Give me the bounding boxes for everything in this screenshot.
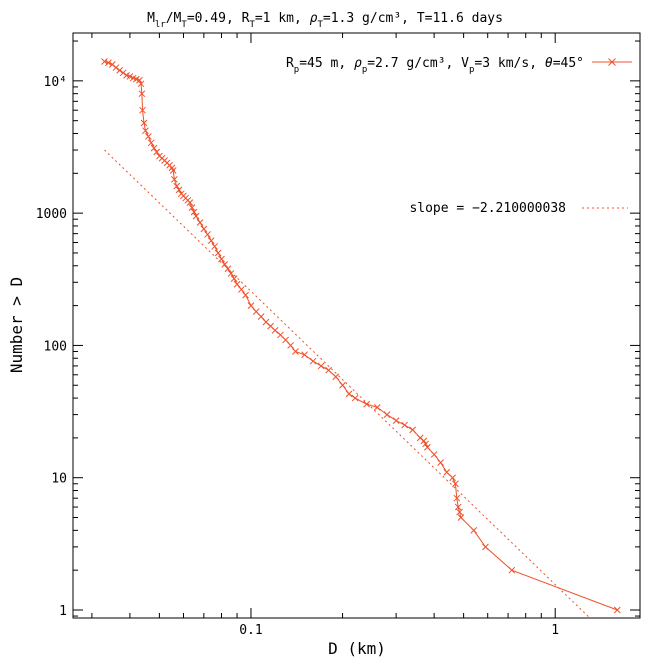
y-tick-label: 10	[51, 472, 67, 487]
data-point	[150, 144, 158, 152]
legend-series-marker	[608, 58, 616, 66]
data-point	[363, 400, 370, 408]
data-point	[325, 366, 332, 374]
data-point	[196, 219, 204, 226]
legend: Rp=45 m, ρp=2.7 g/cm³, Vp=3 km/s, θ=45° …	[286, 56, 632, 216]
data-point	[470, 527, 478, 534]
fit-line	[104, 149, 591, 619]
data-point	[207, 237, 215, 244]
data-point	[137, 80, 145, 88]
data-point	[136, 76, 143, 84]
data-point	[153, 148, 161, 156]
y-tick-label: 100	[44, 339, 67, 354]
y-tick-label: 10⁴	[44, 75, 67, 90]
data-point	[613, 606, 621, 614]
data-point	[142, 127, 149, 135]
plot-marks	[101, 58, 621, 619]
data-point	[171, 176, 178, 183]
data-point	[457, 514, 465, 521]
data-point	[145, 133, 152, 140]
data-point	[105, 59, 112, 67]
x-tick-label: 1	[551, 623, 559, 638]
data-point	[227, 270, 235, 277]
data-point	[175, 186, 183, 194]
data-point	[277, 331, 284, 339]
data-point	[214, 249, 222, 257]
data-point	[271, 326, 279, 334]
data-point	[221, 261, 229, 268]
data-point	[430, 451, 438, 458]
data-point	[230, 275, 238, 282]
data-point	[173, 182, 181, 190]
data-point	[422, 440, 429, 448]
data-point	[383, 411, 391, 418]
data-point	[188, 204, 196, 212]
data-point	[247, 302, 255, 309]
data-point	[292, 348, 299, 355]
data-point	[257, 313, 265, 321]
data-point	[238, 286, 245, 293]
data-point	[233, 280, 241, 288]
data-point	[138, 90, 146, 98]
data-point	[453, 494, 461, 502]
data-point	[452, 480, 459, 488]
legend-fit-label: slope = −2.210000038	[409, 201, 566, 216]
data-point	[282, 336, 289, 344]
y-tick-label: 1	[59, 604, 67, 619]
chart-title: Mlr/MT=0.49, RT=1 km, ρT=1.3 g/cm³, T=11…	[147, 11, 503, 30]
data-point	[482, 543, 489, 551]
data-point	[139, 106, 146, 114]
data-point	[401, 421, 409, 429]
data-point	[339, 381, 346, 389]
data-point	[317, 362, 325, 370]
series-line	[104, 61, 618, 611]
legend-series-label: Rp=45 m, ρp=2.7 g/cm³, Vp=3 km/s, θ=45°	[286, 56, 584, 75]
data-point	[437, 459, 444, 466]
axis-tick-labels: 0.1 1 1 10 100 1000 10⁴	[36, 75, 559, 638]
data-point	[242, 291, 249, 299]
data-point	[309, 357, 317, 365]
data-point	[345, 390, 353, 398]
data-point	[224, 265, 232, 273]
x-tick-label: 0.1	[239, 623, 262, 638]
y-axis-label: Number > D	[7, 277, 26, 373]
data-point	[301, 351, 308, 359]
data-point	[211, 243, 219, 250]
data-point	[204, 231, 211, 238]
data-point	[392, 417, 400, 425]
data-point	[218, 255, 225, 263]
data-point	[443, 468, 451, 476]
data-point	[190, 208, 198, 216]
data-point	[200, 225, 208, 233]
x-axis-label: D (km)	[328, 639, 386, 658]
plot-frame	[72, 32, 641, 619]
data-point	[456, 508, 463, 516]
data-point	[287, 342, 294, 349]
data-point	[454, 503, 462, 511]
data-point	[420, 437, 428, 445]
data-point	[424, 443, 431, 451]
data-point	[116, 67, 123, 74]
data-point	[147, 139, 155, 147]
data-point	[101, 58, 108, 65]
data-point	[112, 64, 120, 71]
data-point	[373, 404, 381, 411]
data-point	[119, 69, 127, 77]
y-tick-label: 1000	[36, 207, 67, 222]
data-point	[351, 394, 359, 402]
data-point	[449, 474, 456, 482]
data-point	[186, 199, 194, 207]
data-point	[508, 566, 516, 574]
data-point	[126, 73, 134, 80]
data-point	[169, 167, 177, 174]
data-point	[409, 426, 417, 434]
data-point	[192, 212, 200, 220]
axis-ticks	[73, 33, 640, 618]
data-point	[140, 119, 148, 127]
data-point	[332, 373, 340, 381]
